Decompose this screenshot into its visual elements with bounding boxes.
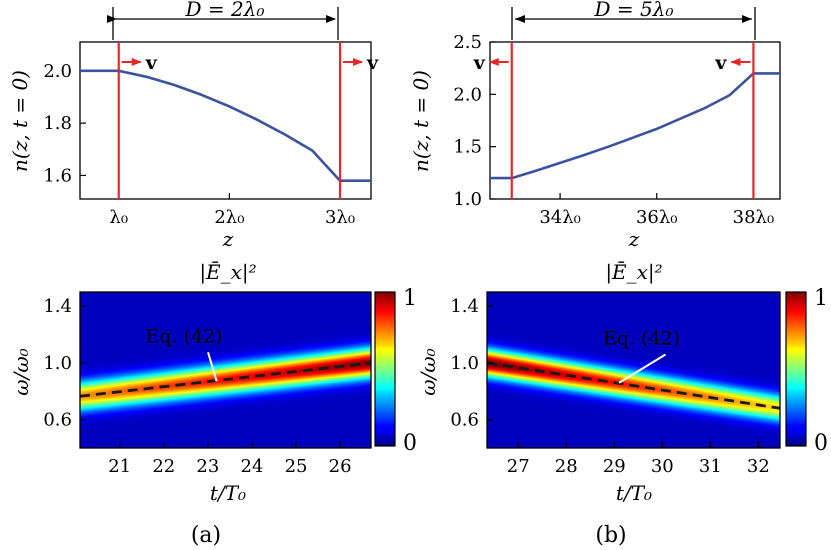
x-tick-label: 3λ₀ — [325, 207, 355, 228]
y-tick-label: 1.0 — [453, 189, 482, 210]
series-line — [490, 72, 780, 180]
annotation-label: Eq. (42) — [603, 327, 680, 349]
colorbar — [374, 291, 396, 447]
x-tick-label: 27 — [507, 456, 530, 477]
y-tick-label: 2.0 — [453, 84, 482, 105]
plot-frame — [489, 41, 781, 200]
heatmap-title: |Ē_x|² — [605, 260, 662, 285]
velocity-label: v — [366, 52, 379, 74]
chart-title: D = 5λ₀ — [594, 0, 674, 21]
x-tick-label: 32 — [747, 456, 770, 477]
x-axis-label: t/T₀ — [616, 481, 652, 505]
plot-frame — [79, 291, 372, 449]
eq42-dashed-line — [486, 361, 781, 410]
x-tick-label: 29 — [603, 456, 626, 477]
annotation-pointer — [618, 353, 667, 384]
dimension-arrow — [511, 7, 756, 40]
plot-frame — [79, 41, 372, 200]
velocity-label: v — [145, 52, 158, 74]
eq42-dashed-line — [79, 361, 372, 398]
y-axis-label: ω/ω₀ — [416, 348, 440, 395]
x-tick-label: 22 — [152, 456, 175, 477]
x-tick-label: 21 — [108, 456, 131, 477]
x-tick-label: 36λ₀ — [636, 207, 678, 228]
x-tick-label: 34λ₀ — [539, 207, 581, 228]
y-axis-label: n(z, t = 0) — [409, 70, 433, 172]
colorbar-max-label: 1 — [814, 286, 828, 311]
colorbar — [785, 291, 807, 447]
y-tick-label: 2.5 — [453, 32, 482, 53]
colorbar-max-label: 1 — [403, 286, 417, 311]
y-tick-label: 1.5 — [453, 137, 482, 158]
series-line — [80, 69, 371, 182]
x-tick-label: 23 — [196, 456, 219, 477]
x-axis-label: z — [628, 227, 640, 251]
x-tick-label: λ₀ — [109, 207, 128, 228]
annotation-label: Eq. (42) — [145, 325, 222, 347]
annotation-pointer — [207, 352, 218, 382]
heatmap-image — [487, 292, 780, 448]
y-axis-label: ω/ω₀ — [9, 348, 33, 395]
x-tick-label: 38λ₀ — [733, 207, 775, 228]
x-tick-label: 28 — [555, 456, 578, 477]
panel-caption: (b) — [595, 523, 626, 548]
colorbar-min-label: 0 — [814, 431, 828, 456]
y-tick-label: 1.4 — [43, 296, 72, 317]
chart-title: D = 2λ₀ — [185, 0, 265, 21]
velocity-label: v — [714, 52, 727, 74]
panel-b-heatmap: |Ē_x|² Eq. (42) 27 28 29 30 31 32 0.6 1.0 1.4 0 1 ω… — [416, 260, 828, 548]
y-tick-label: 1.4 — [450, 296, 479, 317]
y-tick-label: 2.0 — [43, 61, 72, 82]
y-tick-label: 1.0 — [43, 353, 72, 374]
x-tick-label: 31 — [699, 456, 722, 477]
y-tick-label: 1.0 — [450, 353, 479, 374]
y-tick-label: 1.6 — [43, 165, 72, 186]
x-tick-label: 24 — [241, 456, 264, 477]
y-axis-label: n(z, t = 0) — [8, 70, 32, 172]
velocity-label: v — [473, 52, 486, 74]
x-axis-label: t/T₀ — [210, 481, 246, 505]
x-axis-label: z — [222, 227, 234, 251]
y-tick-label: 0.6 — [43, 410, 72, 431]
panel-a-heatmap: |Ē_x|² Eq. (42) 21 22 23 24 25 26 0.6 1.0 1.4 0 1 ω… — [9, 260, 417, 548]
panel-caption: (a) — [191, 523, 221, 548]
x-tick-label: 30 — [651, 456, 674, 477]
x-tick-label: 25 — [285, 456, 308, 477]
x-tick-label: 26 — [329, 456, 352, 477]
heatmap-image — [80, 292, 371, 448]
colorbar-min-label: 0 — [403, 431, 417, 456]
y-tick-label: 0.6 — [450, 410, 479, 431]
plot-frame — [486, 291, 781, 449]
y-tick-label: 1.8 — [43, 113, 72, 134]
x-tick-label: 2λ₀ — [214, 207, 244, 228]
dimension-arrow — [107, 7, 339, 40]
heatmap-title: |Ē_x|² — [199, 260, 256, 285]
